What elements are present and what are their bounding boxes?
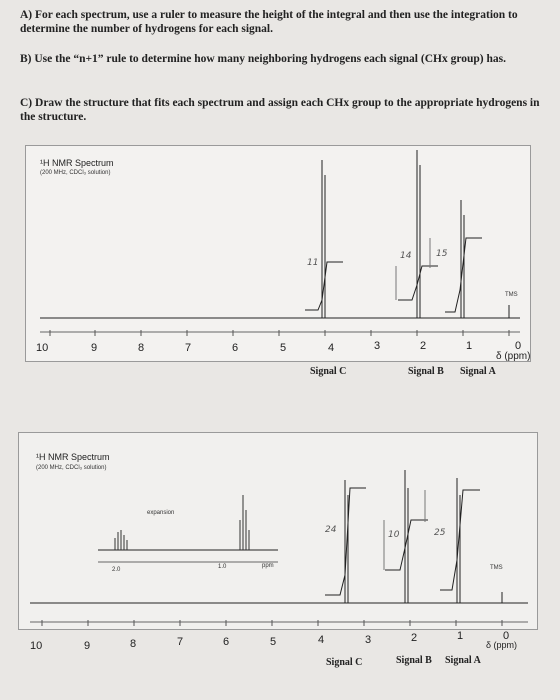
spectrum-2-signal-c: Signal C bbox=[326, 657, 363, 668]
spectrum-1-note-15: 15 bbox=[436, 249, 448, 259]
spectrum-1-integral-b bbox=[398, 265, 438, 301]
spectrum-1-tick-6: 6 bbox=[232, 342, 239, 354]
spectrum-1-integral-a bbox=[445, 237, 482, 313]
spectrum-1-tms-label: TMS bbox=[505, 292, 518, 298]
spectrum-2-signal-a: Signal A bbox=[445, 655, 481, 666]
spectrum-2-title: ¹H NMR Spectrum bbox=[36, 452, 110, 462]
spectrum-2-note-10: 10 bbox=[388, 530, 400, 540]
spectrum-1-tick-1: 1 bbox=[466, 340, 473, 352]
spectrum-1-signal-b: Signal B bbox=[408, 366, 444, 377]
spectrum-1-tick-5: 5 bbox=[280, 342, 287, 354]
instruction-c: C) Draw the structure that fits each spe… bbox=[20, 97, 540, 123]
spectrum-2-note-25: 25 bbox=[434, 528, 446, 538]
instruction-b: B) Use the “n+1” rule to determine how m… bbox=[20, 53, 506, 65]
spectrum-2-tms-label: TMS bbox=[490, 565, 503, 571]
spectrum-2-tick-9: 9 bbox=[84, 640, 91, 652]
spectrum-1-signal-c: Signal C bbox=[310, 366, 347, 377]
spectrum-2-tick-2: 2 bbox=[411, 632, 418, 644]
spectrum-1-tick-10: 10 bbox=[36, 342, 49, 354]
spectrum-2-inset-tick-1: 1.0 bbox=[218, 564, 227, 570]
spectrum-1-note-11: 11 bbox=[307, 258, 319, 268]
spectrum-1-subtitle: (200 MHz, CDCl₃ solution) bbox=[40, 170, 111, 176]
spectrum-1-tick-0: 0 bbox=[515, 340, 522, 352]
spectrum-1-tick-2: 2 bbox=[420, 340, 427, 352]
spectrum-2-tick-8: 8 bbox=[130, 638, 137, 650]
spectrum-2-signal-b: Signal B bbox=[396, 655, 432, 666]
spectrum-2-integral-c bbox=[325, 487, 366, 596]
spectrum-2-note-24: 24 bbox=[325, 525, 337, 535]
spectrum-2-expansion-label: expansion bbox=[147, 510, 175, 516]
instruction-a: A) For each spectrum, use a ruler to mea… bbox=[20, 9, 518, 35]
spectrum-1-tick-7: 7 bbox=[185, 342, 192, 354]
spectrum-1-title: ¹H NMR Spectrum bbox=[40, 158, 114, 168]
spectrum-2-integral-b bbox=[385, 519, 428, 571]
spectrum-1-integral-c bbox=[305, 261, 343, 311]
spectrum-2-inset-tick-2: 2.0 bbox=[112, 567, 121, 573]
spectrum-1-panel bbox=[25, 145, 531, 362]
spectrum-2-inset-ppm: ppm bbox=[262, 563, 274, 569]
spectrum-1-tick-3: 3 bbox=[374, 340, 381, 352]
spectrum-2-tick-7: 7 bbox=[177, 636, 184, 648]
spectrum-2-tick-0: 0 bbox=[503, 630, 510, 642]
spectrum-2-tick-3: 3 bbox=[365, 634, 372, 646]
spectrum-2-tick-10: 10 bbox=[30, 640, 43, 652]
spectrum-1-tick-4: 4 bbox=[328, 342, 335, 354]
spectrum-2-tick-5: 5 bbox=[270, 636, 277, 648]
spectrum-2-tick-6: 6 bbox=[223, 636, 230, 648]
spectrum-2-subtitle: (200 MHz, CDCl₃ solution) bbox=[36, 465, 107, 471]
spectrum-1-tick-8: 8 bbox=[138, 342, 145, 354]
spectrum-2-tick-4: 4 bbox=[318, 634, 325, 646]
spectrum-2-axis-unit: δ (ppm) bbox=[486, 640, 518, 650]
spectrum-2-tick-1: 1 bbox=[457, 630, 464, 642]
spectrum-1-note-14: 14 bbox=[400, 251, 412, 261]
spectrum-1-signal-a: Signal A bbox=[460, 366, 496, 377]
spectrum-1-axis-unit: δ (ppm) bbox=[496, 351, 531, 362]
spectrum-2-integral-a bbox=[440, 489, 480, 591]
spectrum-1-tick-9: 9 bbox=[91, 342, 98, 354]
